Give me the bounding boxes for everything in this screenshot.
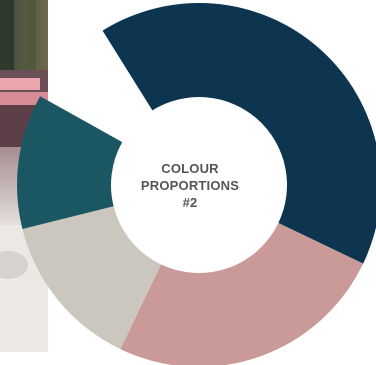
center-label-line3: #2	[182, 195, 198, 210]
donut-segment-4	[17, 96, 123, 230]
center-label: COLOUR PROPORTIONS #2	[135, 160, 245, 211]
donut-segment-2	[120, 223, 364, 365]
center-label-line1: COLOUR	[161, 161, 219, 176]
donut-segment-3	[22, 206, 161, 350]
center-label-line2: PROPORTIONS	[140, 178, 240, 193]
donut-segment-1	[102, 3, 376, 264]
